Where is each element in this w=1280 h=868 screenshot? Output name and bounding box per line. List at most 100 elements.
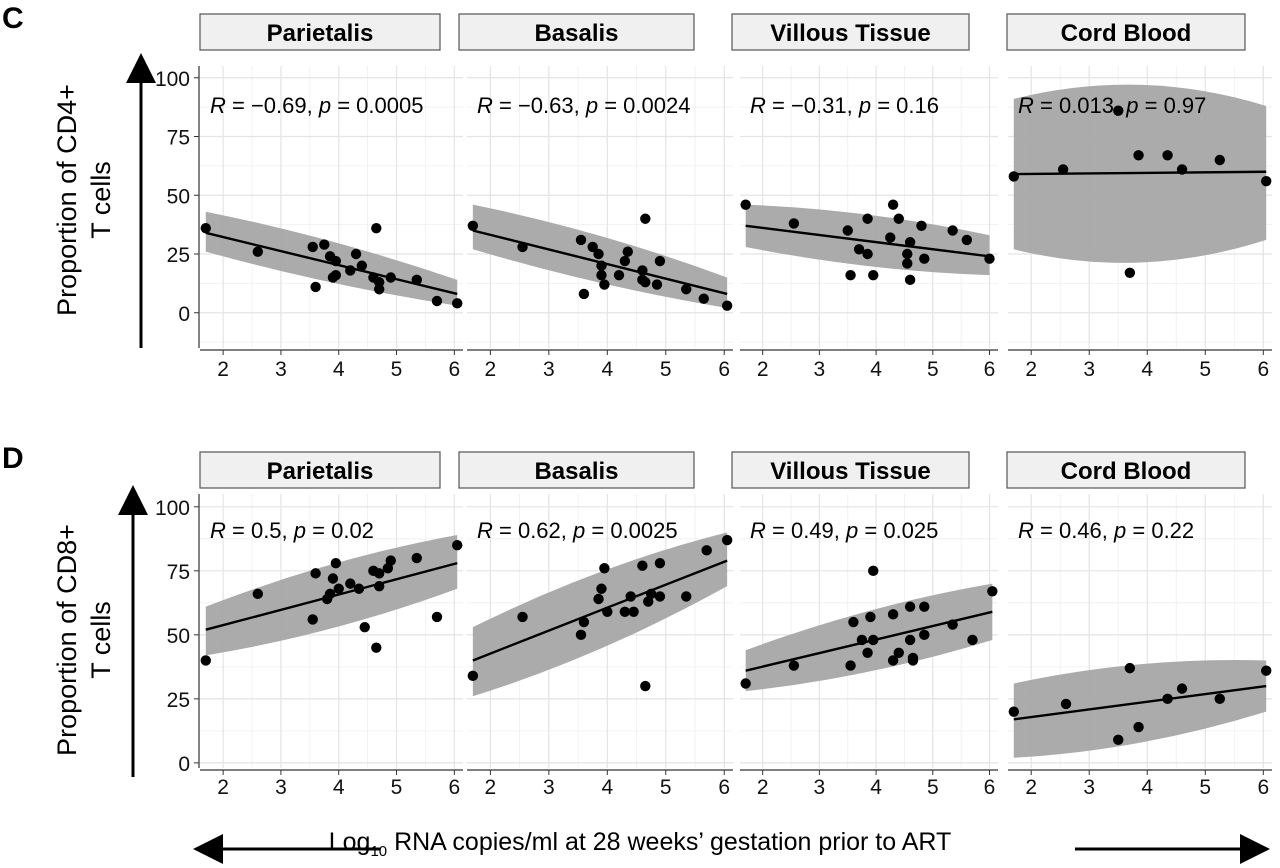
y-tick-label: 25 [167, 244, 190, 267]
data-point [904, 237, 916, 248]
data-point [1008, 171, 1020, 182]
data-point [893, 213, 904, 224]
panel-letter-d: D [2, 442, 24, 475]
data-point [593, 593, 604, 605]
data-point [578, 616, 590, 628]
x-tick-label: 3 [814, 776, 826, 799]
stat-p-symbol: p [1113, 518, 1126, 543]
regression-line [745, 224, 990, 258]
data-point [330, 557, 342, 569]
facet-panel-r0-p0: Parietalis R = −0.69, p = 0.0005 2 3 4 5 6 0 25 5… [155, 13, 463, 381]
data-point [947, 619, 958, 630]
data-point [984, 253, 995, 264]
x-tick-label: 5 [391, 776, 403, 799]
data-point [628, 606, 639, 617]
confidence-band [1013, 659, 1267, 758]
data-point [919, 253, 930, 264]
data-point [1214, 693, 1225, 705]
data-point [411, 552, 422, 564]
data-point [619, 606, 631, 617]
data-point [200, 222, 211, 234]
data-point [385, 272, 396, 283]
data-point [625, 591, 636, 602]
x-tick-label: 3 [814, 358, 826, 381]
data-point [885, 232, 896, 243]
stat-p-symbol: p [572, 518, 585, 543]
correlation-annotation: R = 0.013, p = 0.97 [1018, 93, 1206, 118]
stat-r-value: = −0.31, [766, 93, 859, 118]
data-point [845, 269, 856, 281]
x-tick-label: 2 [485, 776, 497, 799]
x-tick-label: 6 [1257, 358, 1269, 381]
x-tick-label: 4 [1141, 776, 1153, 799]
data-point [327, 573, 339, 584]
data-point [310, 568, 321, 579]
x-axis-label-pre: Log [328, 828, 371, 856]
y-tick-label: 100 [155, 68, 190, 91]
stat-p-symbol: p [318, 93, 331, 118]
data-point [350, 248, 362, 260]
stat-r-symbol: R [477, 93, 493, 118]
x-tick-label: 6 [718, 776, 730, 799]
x-tick-label: 6 [448, 776, 460, 799]
x-tick-label: 2 [1025, 776, 1037, 799]
data-point [887, 199, 899, 210]
data-point [373, 580, 385, 592]
x-axis-label: Log10 RNA copies/ml at 28 weeks’ gestati… [0, 828, 1280, 868]
facet-strip-box [1006, 451, 1246, 489]
data-point [467, 670, 479, 682]
data-point [587, 241, 598, 253]
data-point [310, 281, 321, 293]
x-tick-label: 5 [927, 776, 939, 799]
data-point [651, 279, 663, 290]
x-axis-label-sub: 10 [370, 843, 388, 860]
facet-strip-box [199, 451, 441, 489]
x-tick-label: 2 [757, 776, 769, 799]
data-point [947, 225, 958, 236]
data-point [654, 557, 666, 569]
data-point [359, 621, 370, 633]
y-tick-label: 100 [155, 497, 190, 520]
facet-strip-box [458, 451, 695, 489]
data-point [907, 652, 919, 664]
x-tick-label: 3 [275, 358, 287, 381]
stat-p-value: = 0.0025 [585, 518, 677, 543]
data-point [599, 563, 610, 574]
data-point [411, 274, 422, 286]
data-point [842, 225, 853, 236]
stat-p-value: = 0.22 [1126, 518, 1194, 543]
data-point [575, 629, 587, 641]
regression-line [1013, 684, 1267, 721]
data-point [252, 588, 264, 600]
facet-panel-r1-p1: Basalis R = 0.62, p = 0.0025 2 3 4 5 6 [458, 451, 733, 799]
data-point [637, 560, 648, 571]
data-point [330, 255, 342, 267]
facet-strip-label: Basalis [534, 20, 618, 47]
data-point [893, 647, 904, 658]
data-point [345, 578, 356, 589]
x-tick-label: 2 [757, 358, 769, 381]
facet-strip-box [199, 13, 441, 51]
data-point [1124, 662, 1136, 674]
stat-p-value: = 0.97 [1139, 93, 1207, 118]
data-point [865, 611, 876, 623]
data-point [1214, 154, 1225, 166]
data-point [848, 616, 859, 628]
x-tick-label: 5 [391, 358, 403, 381]
stat-r-value: = 0.5, [226, 518, 294, 543]
data-point [887, 655, 899, 666]
y-tick-label: 50 [167, 625, 190, 648]
data-point [622, 246, 633, 257]
data-point [853, 244, 865, 255]
x-tick-label: 4 [601, 776, 613, 799]
data-point [1176, 164, 1188, 175]
data-point [452, 298, 463, 309]
data-point [602, 606, 613, 617]
facet-strip-label: Cord Blood [1061, 458, 1192, 485]
stat-p-symbol: p [585, 93, 598, 118]
data-point [517, 611, 528, 623]
data-point [902, 248, 913, 260]
facet-strip-label: Villous Tissue [770, 20, 931, 47]
data-point [904, 634, 916, 646]
data-point [701, 545, 712, 556]
